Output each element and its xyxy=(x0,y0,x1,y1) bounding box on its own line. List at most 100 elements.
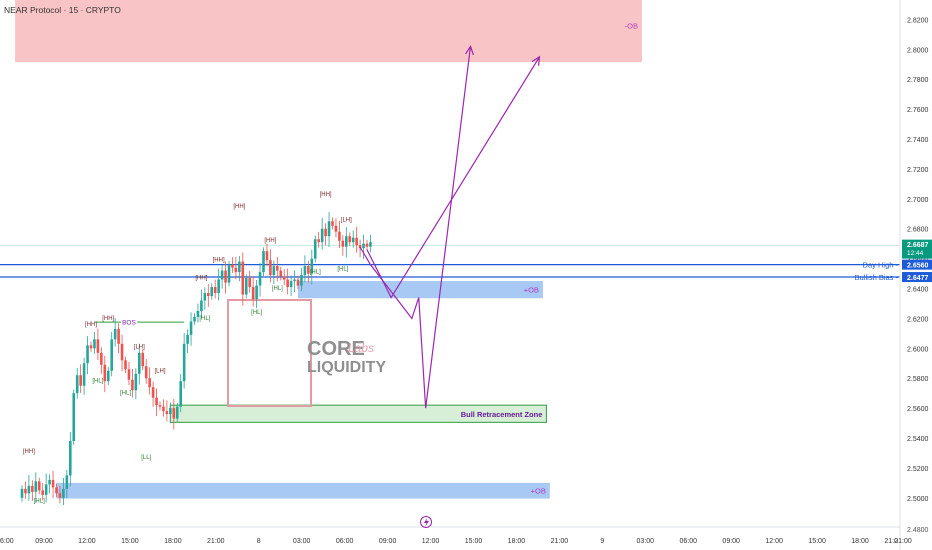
structure-label-16: [HH] xyxy=(320,192,332,198)
structure-label-18: [LH] xyxy=(341,217,352,223)
candle-body xyxy=(193,316,196,322)
x-tick-14: 03:00 xyxy=(637,538,655,545)
candle-body xyxy=(272,266,276,276)
candle-body xyxy=(65,475,69,489)
candle-body xyxy=(75,375,79,394)
zone-demand-3 xyxy=(56,482,550,499)
candle-body xyxy=(265,251,269,261)
candle-body xyxy=(220,270,224,280)
candle-body xyxy=(110,339,113,371)
candle-body xyxy=(148,378,151,388)
candle-body xyxy=(355,237,358,246)
candle-body xyxy=(217,279,220,294)
candle-body xyxy=(231,264,234,268)
x-tick-4: 21:00 xyxy=(207,538,225,545)
y-tick-9: 2.6400 xyxy=(907,287,929,294)
x-tick-17: 12:00 xyxy=(765,538,783,545)
y-tick-11: 2.6000 xyxy=(907,346,929,353)
zone-label-0: -OB xyxy=(625,22,638,31)
structure-label-19: [HL] xyxy=(337,267,348,273)
watermark-box xyxy=(227,299,312,407)
x-tick-16: 09:00 xyxy=(722,538,740,545)
candle-body xyxy=(341,240,345,247)
candle-body xyxy=(238,261,241,273)
last-price-badge xyxy=(902,239,932,259)
candle-body xyxy=(48,479,51,485)
candle-body xyxy=(258,272,262,286)
candle-body xyxy=(269,260,272,276)
candle-body xyxy=(296,279,300,286)
level-label-0: Day High - xyxy=(863,261,899,270)
y-tick-1: 2.8000 xyxy=(907,47,929,54)
zone-demand-1 xyxy=(298,281,543,299)
candle-body xyxy=(169,408,172,415)
y-tick-6: 2.7000 xyxy=(907,197,929,204)
structure-label-10: [HL] xyxy=(199,316,210,322)
y-tick-16: 2.5000 xyxy=(907,496,929,503)
candle-body xyxy=(189,321,193,335)
candle-body xyxy=(127,369,131,380)
candle-body xyxy=(300,275,303,286)
zone-supply-0 xyxy=(15,0,643,63)
bar-countdown: 12:44 xyxy=(907,250,924,257)
candle-body xyxy=(20,488,24,498)
candle-body xyxy=(100,352,103,365)
projection-arrowhead-0 xyxy=(465,44,474,56)
candle-body xyxy=(165,411,169,415)
x-tick-9: 12:00 xyxy=(422,538,440,545)
candle-body xyxy=(138,352,141,374)
y-tick-7: 2.6800 xyxy=(907,227,929,234)
candle-body xyxy=(151,387,155,398)
x-tick-partial-left: 6:00 xyxy=(0,538,14,545)
candle-body xyxy=(144,366,148,379)
candle-body xyxy=(31,485,34,492)
candle-body xyxy=(51,479,55,488)
candle-body xyxy=(58,493,62,498)
level-badge-1 xyxy=(902,272,932,283)
candle-body xyxy=(317,239,320,243)
candle-body xyxy=(227,264,231,283)
candle-body xyxy=(179,381,182,407)
y-tick-5: 2.7200 xyxy=(907,167,929,174)
candle-body xyxy=(24,488,27,494)
projection-arrowhead-1 xyxy=(531,55,541,66)
candle-body xyxy=(307,266,310,274)
x-tick-10: 15:00 xyxy=(465,538,483,545)
candle-body xyxy=(255,285,258,300)
candle-body xyxy=(196,310,200,317)
level-badge-value-0: 2.6560 xyxy=(907,263,929,270)
structure-label-14: [HL] xyxy=(251,310,262,316)
candle-body xyxy=(113,328,117,340)
candle-body xyxy=(310,258,314,274)
candle-body xyxy=(338,231,341,241)
y-tick-4: 2.7400 xyxy=(907,137,929,144)
structure-label-0: [HH] xyxy=(23,449,35,455)
candle-body xyxy=(286,279,289,288)
structure-label-12: [HH] xyxy=(233,204,245,210)
x-tick-6: 03:00 xyxy=(293,538,311,545)
candle-body xyxy=(251,287,255,300)
watermark-core: CORE xyxy=(307,338,365,360)
candle-body xyxy=(89,345,93,349)
candle-body xyxy=(44,484,48,495)
candle-body xyxy=(293,279,296,282)
x-tick-18: 15:00 xyxy=(808,538,826,545)
structure-label-17: [HL] xyxy=(310,270,321,276)
y-tick-14: 2.5400 xyxy=(907,436,929,443)
candle-body xyxy=(303,266,307,276)
structure-label-9: [HH] xyxy=(195,276,207,282)
candle-body xyxy=(172,408,176,419)
candle-body xyxy=(158,405,162,407)
watermark-labs: Labs xyxy=(348,341,374,355)
structure-label-15: [HL] xyxy=(272,286,283,292)
candle-body xyxy=(41,490,44,495)
x-tick-5: 8 xyxy=(257,538,261,545)
candle-body xyxy=(62,488,65,498)
lightning-icon xyxy=(424,518,429,527)
candle-body xyxy=(331,221,334,226)
candle-body xyxy=(27,485,31,494)
candle-body xyxy=(93,339,96,349)
structure-label-13: [HH] xyxy=(264,238,276,244)
